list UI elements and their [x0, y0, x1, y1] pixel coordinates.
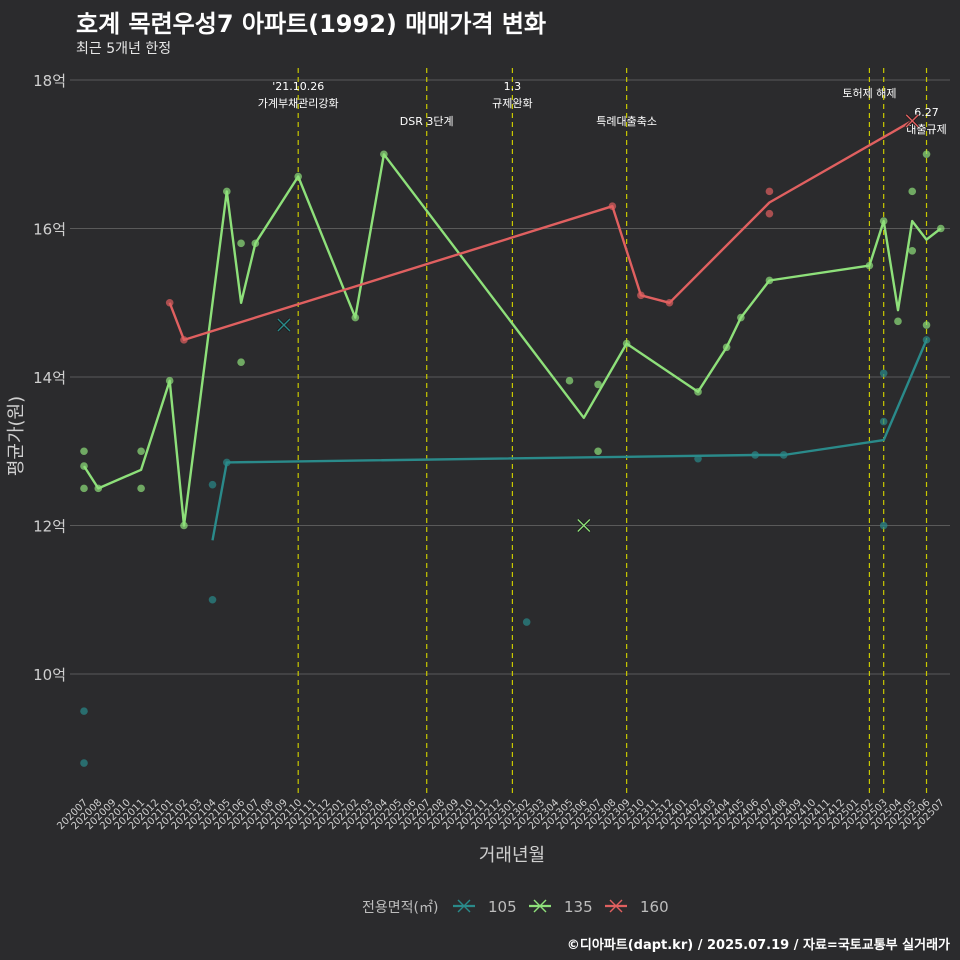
x-axis-label: 거래년월	[479, 845, 545, 866]
series-160	[165, 113, 920, 344]
event-label: 토허제 해제	[842, 86, 896, 100]
legend-item-105: 105	[453, 898, 517, 916]
data-point	[237, 358, 245, 366]
source-caption: ©디아파트(dapt.kr) / 2025.07.19 / 자료=국토교통부 실…	[566, 938, 950, 953]
data-point	[765, 209, 774, 218]
y-tick-label: 10억	[33, 666, 66, 684]
event-label: 특례대출축소	[596, 115, 657, 128]
data-point	[922, 150, 931, 159]
data-point	[908, 187, 917, 196]
y-tick-label: 16억	[33, 221, 66, 239]
data-point	[594, 447, 602, 456]
cross-marker	[905, 113, 920, 128]
cross-marker-stroke	[277, 318, 291, 332]
data-point	[908, 246, 917, 255]
data-point	[894, 317, 902, 326]
legend-title: 전용면적(㎡)	[362, 900, 438, 916]
data-point	[879, 369, 888, 378]
event-label: 가계부채관리강화	[258, 97, 339, 110]
series-layer	[80, 113, 945, 767]
series-105	[80, 317, 931, 767]
data-point	[522, 618, 531, 626]
series-line	[211, 339, 928, 541]
legend-swatch-cross	[533, 899, 547, 913]
legend-label: 160	[640, 898, 669, 916]
data-point	[879, 521, 888, 530]
event-label: 규제완화	[492, 97, 532, 110]
data-point	[208, 480, 217, 489]
data-point	[565, 376, 574, 385]
y-tick-label: 14억	[33, 369, 66, 387]
series-line	[168, 119, 913, 342]
data-point	[594, 380, 602, 389]
y-tick-label: 18억	[33, 72, 66, 90]
legend: 전용면적(㎡) 105 135 160	[362, 898, 669, 916]
series-line	[82, 153, 942, 527]
y-axis-label: 평균가(원)	[6, 396, 27, 476]
chart-title: 호계 목련우성7 아파트(1992) 매매가격 변화	[76, 10, 547, 38]
cross-marker-stroke	[577, 519, 591, 532]
cross-marker	[276, 317, 291, 333]
cross-marker	[576, 518, 591, 533]
data-point	[765, 187, 774, 196]
data-point	[80, 707, 88, 715]
data-point	[137, 447, 145, 456]
data-point	[208, 595, 217, 604]
legend-label: 135	[564, 898, 593, 916]
data-point	[879, 417, 888, 426]
x-tick-layer: 2020072020082020092020102020112020122021…	[55, 797, 947, 832]
y-tick-label: 12억	[33, 518, 66, 536]
event-label: 6.27	[914, 106, 939, 119]
series-135	[80, 150, 945, 533]
event-label: DSR 3단계	[400, 115, 454, 128]
data-point	[80, 759, 88, 767]
data-point	[80, 447, 88, 456]
event-label: 1.3	[504, 80, 522, 93]
data-point	[80, 484, 88, 493]
data-point	[922, 321, 931, 329]
event-label: 대출규제	[906, 123, 946, 136]
legend-item-160: 160	[605, 898, 669, 916]
legend-swatch-cross	[609, 899, 623, 913]
cross-marker-stroke	[905, 114, 919, 128]
chart-subtitle: 최근 5개년 한정	[76, 41, 172, 57]
legend-item-135: 135	[529, 898, 593, 916]
grid-layer	[70, 79, 950, 675]
data-point	[137, 484, 145, 493]
event-label: '21.10.26	[272, 80, 324, 93]
y-tick-layer: 10억 12억 14억 16억 18억	[33, 72, 66, 684]
legend-label: 105	[488, 898, 517, 916]
legend-swatch-cross	[457, 899, 471, 913]
data-point	[237, 239, 245, 248]
